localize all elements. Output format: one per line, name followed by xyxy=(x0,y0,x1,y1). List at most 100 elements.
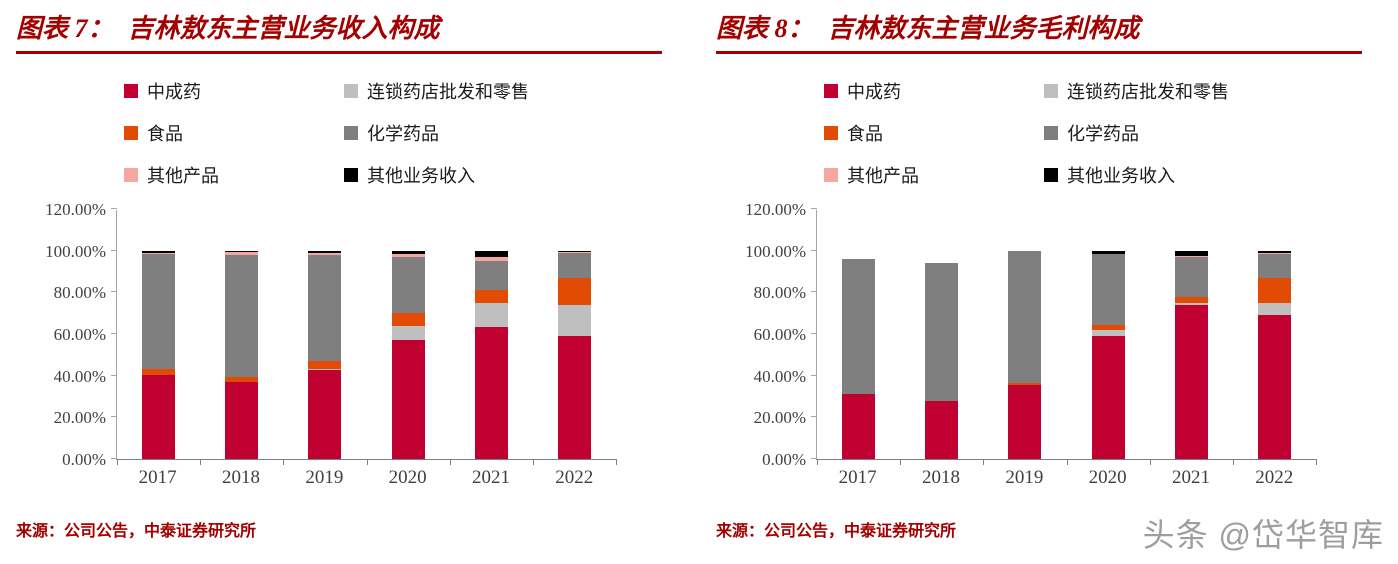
bar-segment xyxy=(1257,277,1291,303)
y-tick-label: 120.00% xyxy=(745,200,806,219)
legend-label: 其他产品 xyxy=(147,166,219,186)
x-axis-tick xyxy=(1232,459,1234,465)
chart-title-prefix: 图表 8： xyxy=(716,14,814,43)
stacked-bar xyxy=(142,250,176,459)
legend-label: 食品 xyxy=(847,124,883,144)
chart-title-text: 吉林敖东主营业务收入构成 xyxy=(127,14,440,43)
legend-item: 食品 xyxy=(824,120,1044,146)
bar-segment xyxy=(1091,324,1125,330)
bar-segment xyxy=(474,326,508,459)
y-axis-tick xyxy=(111,333,117,334)
y-tick-label: 60.00% xyxy=(53,325,106,344)
bar-segment xyxy=(925,263,959,401)
x-tick-label: 2022 xyxy=(555,467,594,488)
x-labels: 2017 2018 2019 2020 2021 2022 xyxy=(116,467,616,489)
legend-swatch xyxy=(344,168,358,182)
x-axis-tick xyxy=(200,459,202,465)
bar-segment xyxy=(1174,304,1208,459)
bar-segment xyxy=(1091,253,1125,325)
x-tick-label: 2021 xyxy=(471,467,510,488)
chart-title: 图表 7： 吉林敖东主营业务收入构成 xyxy=(16,8,662,54)
x-axis-tick xyxy=(817,459,818,465)
bar-segment xyxy=(1174,296,1208,303)
bar-segment xyxy=(557,251,591,253)
chart-title-text: 吉林敖东主营业务毛利构成 xyxy=(827,14,1140,43)
legend-label: 连锁药店批发和零售 xyxy=(367,82,529,102)
legend-swatch xyxy=(1044,84,1058,98)
bar-segment xyxy=(391,313,425,326)
bar-segment xyxy=(1257,250,1291,253)
legend-swatch xyxy=(344,84,358,98)
stacked-bar xyxy=(1008,250,1042,459)
y-axis-tick xyxy=(111,208,117,209)
plot-area xyxy=(811,208,1317,465)
stacked-bar xyxy=(474,250,508,459)
y-axis-tick xyxy=(811,374,817,376)
legend-item: 其他业务收入 xyxy=(344,162,662,188)
bar-segment xyxy=(308,254,342,362)
watermark: 头条 @岱华智库 xyxy=(1142,517,1384,553)
y-axis: 0.00% 20.00% 40.00% 60.00% 80.00% 100.00% 120.… xyxy=(16,200,116,469)
bar-segment xyxy=(225,381,259,459)
bar-segment xyxy=(391,250,425,254)
bar-segment xyxy=(1008,250,1042,383)
legend-item: 化学药品 xyxy=(344,120,662,146)
bar-segment xyxy=(557,304,591,337)
legend-label: 中成药 xyxy=(847,82,901,102)
bar-segment xyxy=(391,325,425,341)
x-axis-tick xyxy=(1066,459,1068,465)
bar-segment xyxy=(1174,255,1208,257)
bar-segment xyxy=(842,394,876,459)
legend-label: 化学药品 xyxy=(367,124,439,144)
bar-segment xyxy=(391,253,425,257)
y-tick-label: 20.00% xyxy=(53,408,106,428)
x-tick-label: 2017 xyxy=(838,467,877,488)
charts-container: 图表 7： 吉林敖东主营业务收入构成 中成药 连锁药店批发和零售食品 化学药品其他产… xyxy=(16,8,1362,541)
bar-segment xyxy=(142,252,176,254)
stacked-bar xyxy=(391,250,425,459)
x-axis-tick xyxy=(117,459,118,465)
y-tick-label: 0.00% xyxy=(762,450,806,469)
y-tick-label: 40.00% xyxy=(53,366,106,386)
legend-item: 其他产品 xyxy=(824,162,1044,188)
x-tick-label: 2019 xyxy=(305,467,344,488)
legend-item: 连锁药店批发和零售 xyxy=(1044,78,1362,104)
legend: 中成药 连锁药店批发和零售 食品 化学药品 其他产品 其他业务收入 xyxy=(824,78,1362,188)
bar-segment xyxy=(142,374,176,459)
revenue-composition-chart: 图表 7： 吉林敖东主营业务收入构成 中成药 连锁药店批发和零售食品 化学药品其他产… xyxy=(16,8,662,541)
bar-segment xyxy=(308,370,342,459)
y-axis-tick xyxy=(811,208,817,209)
legend-swatch xyxy=(824,84,838,98)
y-tick-label: 0.00% xyxy=(62,450,106,469)
x-tick-label: 2020 xyxy=(388,467,427,488)
bar-segment xyxy=(474,256,508,262)
y-axis-tick xyxy=(111,458,117,459)
legend-swatch xyxy=(124,126,138,140)
y-axis-tick xyxy=(111,374,117,376)
legend-label: 其他业务收入 xyxy=(367,166,475,186)
x-tick-label: 2021 xyxy=(1171,467,1210,488)
stacked-bar xyxy=(225,250,259,459)
bar-segment xyxy=(1257,252,1291,254)
y-axis-tick xyxy=(111,291,117,293)
bar-segment xyxy=(142,369,176,375)
legend-label: 中成药 xyxy=(147,82,201,102)
bar-segment xyxy=(1174,250,1208,256)
stacked-bar xyxy=(1091,250,1125,459)
x-tick-label: 2020 xyxy=(1088,467,1127,488)
legend-item: 中成药 xyxy=(124,78,344,104)
y-tick-label: 60.00% xyxy=(753,325,806,344)
bar-segment xyxy=(474,250,508,257)
stacked-bar xyxy=(1257,250,1291,459)
stacked-bar xyxy=(1174,250,1208,459)
legend-swatch xyxy=(824,168,838,182)
bar-segment xyxy=(225,250,259,252)
bar-segment xyxy=(142,253,176,370)
bar-segment xyxy=(842,259,876,395)
x-tick-label: 2022 xyxy=(1255,467,1294,488)
source-note: 来源：公司公告，中泰证券研究所 xyxy=(16,523,257,540)
legend-label: 食品 xyxy=(147,124,183,144)
bar-segment xyxy=(308,252,342,255)
bar-segment xyxy=(925,400,959,459)
